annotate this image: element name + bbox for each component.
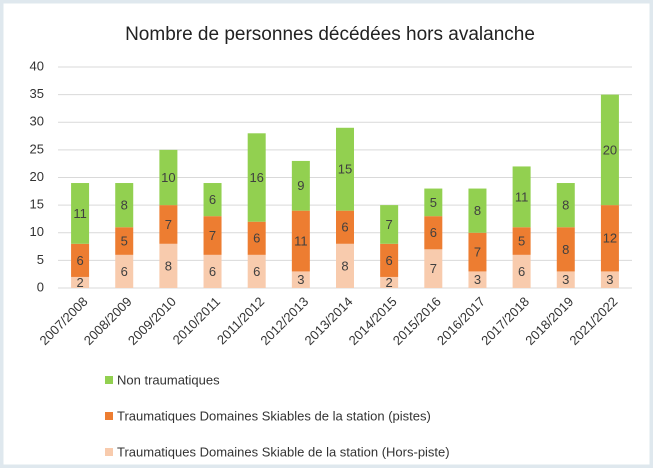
data-label: 8 <box>121 198 128 213</box>
y-tick-label: 25 <box>30 141 44 156</box>
bar-segment <box>380 276 399 288</box>
data-label: 5 <box>430 195 437 210</box>
data-label: 2 <box>76 275 83 290</box>
bar-segment <box>468 188 487 233</box>
data-label: 3 <box>297 272 304 287</box>
bar-segment <box>115 183 134 228</box>
data-label: 10 <box>161 170 175 185</box>
bar-segment <box>336 243 354 288</box>
bar-segment <box>247 133 266 222</box>
legend-label: Traumatiques Domaines Skiables de la sta… <box>117 408 431 423</box>
data-label: 6 <box>121 264 128 279</box>
data-label: 3 <box>474 272 481 287</box>
y-tick-label: 10 <box>30 224 44 239</box>
y-tick-label: 5 <box>37 252 44 267</box>
y-tick-label: 40 <box>30 58 44 73</box>
data-label: 8 <box>562 198 569 213</box>
data-label: 11 <box>294 233 308 248</box>
bar-segment <box>424 188 443 217</box>
data-label: 7 <box>474 245 481 260</box>
y-tick-label: 30 <box>30 114 44 129</box>
y-tick-label: 0 <box>37 279 44 294</box>
legend-swatch <box>105 448 113 456</box>
legend-swatch <box>105 412 113 420</box>
data-label: 6 <box>253 231 260 246</box>
bar-segment <box>512 166 531 228</box>
data-label: 8 <box>562 242 569 257</box>
bar-segment <box>159 243 178 288</box>
data-label: 20 <box>603 142 617 157</box>
data-label: 8 <box>474 203 481 218</box>
bar-segment <box>468 232 487 272</box>
data-label: 6 <box>209 192 216 207</box>
bar-segment <box>115 254 134 288</box>
data-label: 12 <box>603 231 617 246</box>
bar-segment <box>424 216 443 250</box>
data-label: 6 <box>518 264 525 279</box>
chart-title: Nombre de personnes décédées hors avalan… <box>125 24 535 45</box>
data-label: 6 <box>341 220 348 235</box>
bar-segment <box>71 276 90 288</box>
bar-segment <box>291 160 310 211</box>
bar-segment <box>159 149 178 206</box>
bar-segment <box>71 243 90 277</box>
bar-segment <box>380 243 399 277</box>
bar-segment <box>247 254 266 288</box>
data-label: 5 <box>518 233 525 248</box>
legend-label: Non traumatiques <box>117 372 220 387</box>
data-label: 6 <box>76 253 83 268</box>
bar-segment <box>600 205 619 272</box>
data-label: 7 <box>430 261 437 276</box>
data-label: 16 <box>249 170 263 185</box>
data-label: 15 <box>338 162 352 177</box>
data-label: 8 <box>341 258 348 273</box>
bar-segment <box>159 205 178 244</box>
bar-segment <box>600 94 619 206</box>
bar-segment <box>71 183 90 244</box>
data-label: 7 <box>165 217 172 232</box>
bar-segment <box>600 271 619 288</box>
bar-segment <box>291 271 310 288</box>
bar-segment <box>424 249 443 288</box>
bar-segment <box>291 210 310 272</box>
y-tick-label: 15 <box>30 197 44 212</box>
data-label: 6 <box>386 253 393 268</box>
data-label: 8 <box>165 258 172 273</box>
bar-segment <box>468 271 487 288</box>
bar-segment <box>556 271 575 288</box>
data-label: 11 <box>73 206 87 221</box>
data-label: 5 <box>121 233 128 248</box>
data-label: 2 <box>386 275 393 290</box>
bar-segment <box>380 205 399 244</box>
data-label: 9 <box>297 178 304 193</box>
legend-swatch <box>105 376 113 384</box>
y-tick-label: 35 <box>30 86 44 101</box>
bar-segment <box>115 227 134 255</box>
bar-segment <box>203 254 222 288</box>
data-label: 6 <box>209 264 216 279</box>
bar-segment <box>203 183 222 217</box>
data-label: 3 <box>562 272 569 287</box>
bar-segment <box>512 227 531 255</box>
data-label: 11 <box>515 189 529 204</box>
bar-segment <box>336 127 354 211</box>
data-label: 7 <box>209 228 216 243</box>
data-label: 7 <box>386 217 393 232</box>
legend-label: Traumatiques Domaines Skiable de la stat… <box>117 444 450 459</box>
bar-segment <box>512 254 531 288</box>
data-label: 6 <box>253 264 260 279</box>
bar-segment <box>556 183 575 228</box>
bar-segment <box>336 210 354 244</box>
y-tick-label: 20 <box>30 169 44 184</box>
bar-segment <box>247 221 266 255</box>
data-label: 3 <box>606 272 613 287</box>
bar-segment <box>203 216 222 255</box>
data-label: 6 <box>430 225 437 240</box>
bar-segment <box>556 227 575 272</box>
